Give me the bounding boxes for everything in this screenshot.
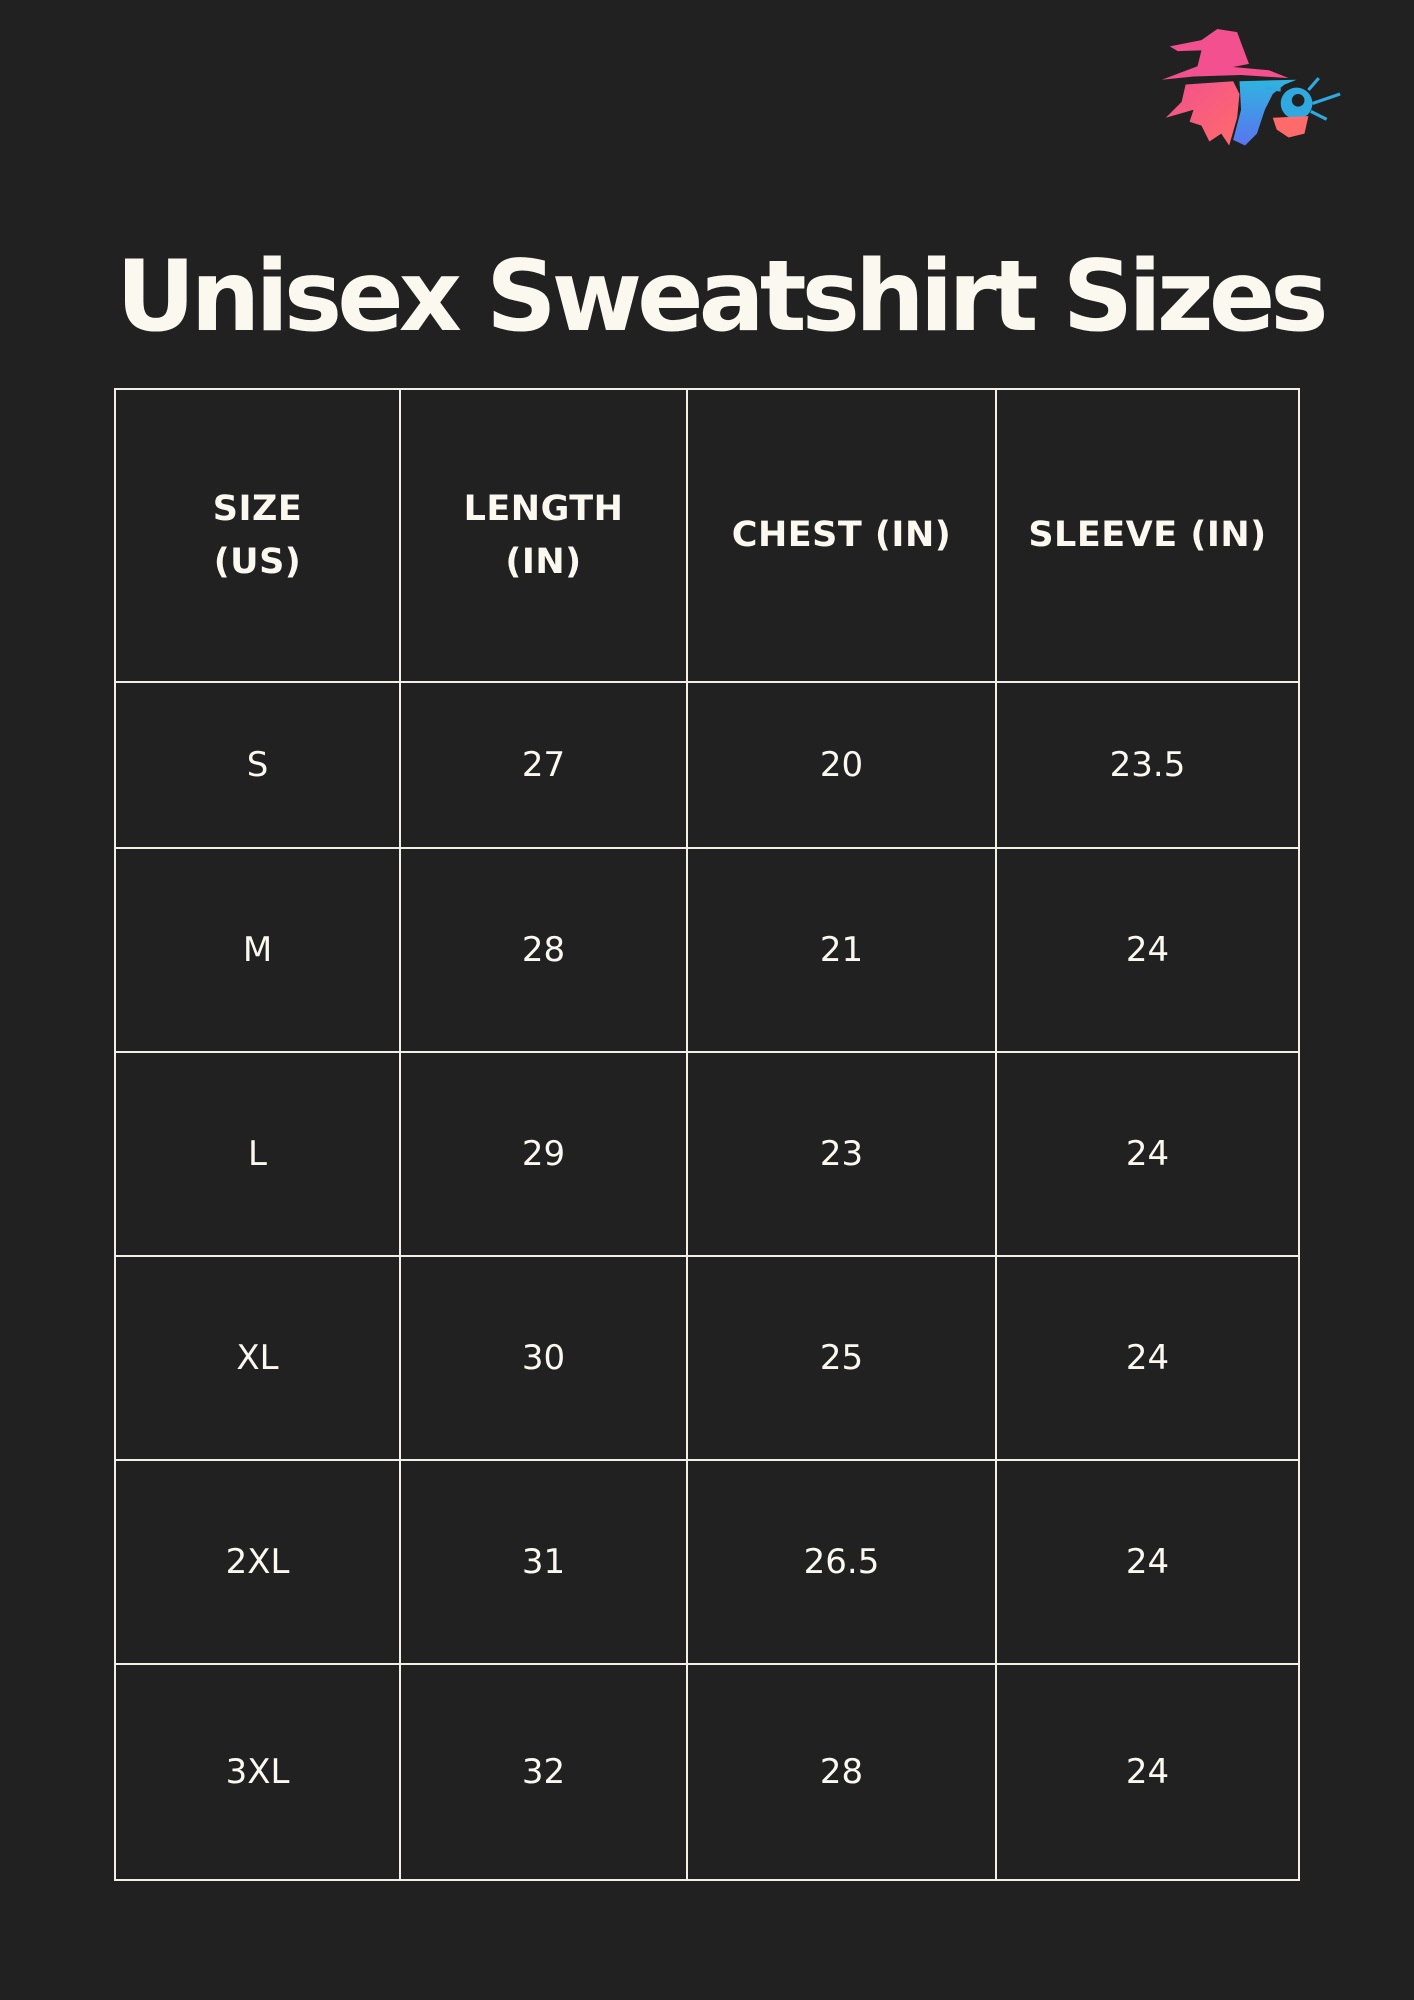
cell-length: 32: [399, 1663, 688, 1881]
table-row: 3XL 32 28 24: [114, 1663, 1300, 1881]
table-header-row: SIZE (US) LENGTH (IN) CHEST (IN) SLEEVE (I…: [114, 388, 1300, 683]
cell-chest: 21: [686, 847, 997, 1053]
table-row: M 28 21 24: [114, 847, 1300, 1053]
header-text: SIZE: [212, 489, 303, 529]
cell-length: 28: [399, 847, 688, 1053]
cell-sleeve: 24: [995, 1663, 1300, 1881]
page-title: Unisex Sweatshirt Sizes: [116, 240, 1329, 354]
cell-length: 31: [399, 1459, 688, 1665]
cell-size: XL: [114, 1255, 401, 1461]
cell-size: L: [114, 1051, 401, 1257]
cell-sleeve: 24: [995, 1459, 1300, 1665]
header-chest: CHEST (IN): [686, 388, 997, 683]
cell-size: 2XL: [114, 1459, 401, 1665]
cell-size: M: [114, 847, 401, 1053]
wizard-logo-icon: [1161, 28, 1341, 146]
table-row: 2XL 31 26.5 24: [114, 1459, 1300, 1665]
table-row: S 27 20 23.5: [114, 681, 1300, 849]
cell-chest: 25: [686, 1255, 997, 1461]
cell-chest: 23: [686, 1051, 997, 1257]
cell-chest: 20: [686, 681, 997, 849]
cell-sleeve: 24: [995, 1255, 1300, 1461]
cell-length: 30: [399, 1255, 688, 1461]
header-length: LENGTH (IN): [399, 388, 688, 683]
table-row: XL 30 25 24: [114, 1255, 1300, 1461]
header-text: (IN): [505, 541, 582, 582]
cell-length: 27: [399, 681, 688, 849]
size-chart-table: SIZE (US) LENGTH (IN) CHEST (IN) SLEEVE (I…: [114, 388, 1300, 1881]
header-sleeve: SLEEVE (IN): [995, 388, 1300, 683]
cell-sleeve: 23.5: [995, 681, 1300, 849]
header-size: SIZE (US): [114, 388, 401, 683]
cell-size: 3XL: [114, 1663, 401, 1881]
cell-length: 29: [399, 1051, 688, 1257]
cell-chest: 28: [686, 1663, 997, 1881]
header-text: LENGTH: [463, 489, 624, 529]
cell-sleeve: 24: [995, 847, 1300, 1053]
table-row: L 29 23 24: [114, 1051, 1300, 1257]
cell-chest: 26.5: [686, 1459, 997, 1665]
header-text: (US): [213, 541, 302, 582]
cell-size: S: [114, 681, 401, 849]
cell-sleeve: 24: [995, 1051, 1300, 1257]
